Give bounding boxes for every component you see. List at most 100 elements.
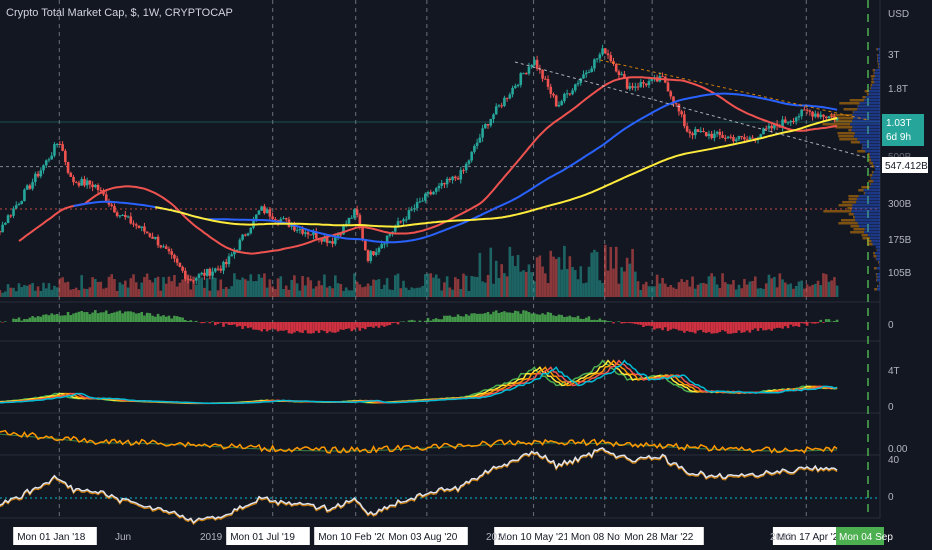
market-cap-ribbon-line [0, 359, 838, 405]
oscillator-bar [811, 322, 814, 324]
oscillator-bar [721, 322, 724, 331]
volume-profile-bar [873, 252, 876, 255]
oscillator-bar [623, 322, 626, 324]
date-tag-2 [226, 527, 310, 545]
oscillator-bar [628, 322, 632, 324]
volume-bar [475, 277, 479, 297]
volume-bar [612, 268, 615, 297]
candle-body [121, 215, 124, 217]
oscillator-bar [181, 317, 184, 322]
oscillator-bar [800, 322, 803, 324]
candle-body [211, 271, 214, 276]
time-axis-label-2019: 2019 [200, 532, 223, 543]
candle-body [704, 132, 708, 137]
volume-profile-bar [852, 204, 880, 207]
volume-bar [459, 289, 463, 297]
volume-bar [83, 288, 86, 297]
oscillator-bar [402, 321, 405, 322]
volume-profile-bar [862, 147, 880, 150]
volume-bar [674, 288, 678, 297]
market-cap-ribbon-line [0, 359, 838, 405]
last-price-value: 1.03T [886, 118, 912, 129]
oscillator-bar [494, 310, 498, 322]
candle-body [385, 235, 389, 244]
oscillator-bar [350, 322, 353, 332]
candle-body [685, 126, 689, 132]
oscillator-bar [317, 322, 321, 333]
volume-bar [58, 278, 62, 297]
candle-body [418, 201, 422, 203]
oscillator-bar [642, 322, 645, 327]
candle-body [511, 87, 514, 95]
candle-body [489, 118, 493, 126]
candle-body [576, 83, 580, 85]
oscillator-bar [661, 322, 664, 331]
candle-body [737, 136, 741, 140]
price-tick-175b: 175B [888, 235, 912, 246]
volume-profile-bar [871, 240, 880, 243]
volume-profile-bar [872, 84, 880, 87]
volume-bar [372, 279, 375, 297]
date-tag-8 [772, 527, 852, 545]
volume-profile-bar [869, 174, 873, 177]
oscillator-bar [104, 310, 108, 322]
volume-profile-bar [854, 132, 880, 135]
oscillator-bar [805, 322, 809, 326]
volume-bar [9, 287, 13, 297]
date-tag-label-2: Mon 01 Jul '19 [230, 532, 295, 543]
oscillator-bar [263, 322, 266, 330]
volume-bar [74, 287, 78, 297]
oscillator-bar [83, 312, 86, 322]
oscillator-bar [36, 316, 40, 322]
volume-bar [584, 282, 588, 297]
date-tag-label-6: Mon 08 Nov '2 [571, 532, 636, 543]
candle-body [734, 139, 738, 142]
candle-body [598, 54, 602, 59]
oscillator-bar [778, 322, 782, 328]
volume-bar [702, 282, 705, 297]
oscillator-bar [514, 310, 517, 322]
volume-bar [413, 288, 416, 297]
volume-bar [290, 280, 293, 297]
oscillator-bar [134, 313, 138, 322]
volume-bar [434, 274, 438, 297]
candle-body [541, 69, 544, 79]
candle-body [383, 243, 386, 245]
volume-profile-bar [858, 189, 864, 192]
candle-body [279, 219, 283, 223]
candle-body [699, 130, 703, 132]
volume-bar [740, 288, 743, 297]
oscillator-bar [276, 322, 280, 332]
oscillator-bar [222, 322, 225, 327]
volume-profile-bar [876, 273, 880, 276]
candle-body [369, 251, 373, 261]
volume-profile-bar [873, 171, 880, 174]
volume-bar [794, 286, 798, 297]
volume-profile-bar [859, 102, 880, 105]
volume-bar [301, 276, 304, 297]
oscillator-bar [124, 311, 127, 322]
candle-body [803, 109, 806, 111]
volume-bar [126, 287, 130, 297]
candle-body [91, 184, 94, 188]
candle-body [304, 232, 307, 234]
candle-body [623, 74, 626, 78]
candle-body [530, 64, 533, 67]
volume-bar [494, 260, 498, 297]
volume-bar [309, 280, 313, 297]
oscillator-bar [143, 315, 146, 322]
volume-bar [473, 276, 476, 297]
candle-body [816, 113, 820, 117]
oscillator-bar [249, 322, 253, 328]
candle-body [587, 72, 591, 74]
volume-bar [55, 287, 59, 297]
volume-bar [541, 266, 544, 297]
volume-bar [713, 276, 716, 297]
volume-bar [197, 279, 201, 297]
candle-body [426, 192, 430, 194]
volume-bar [271, 286, 274, 297]
volume-bar [732, 279, 735, 297]
candle-body [407, 210, 411, 220]
volume-profile-bar [866, 93, 869, 96]
